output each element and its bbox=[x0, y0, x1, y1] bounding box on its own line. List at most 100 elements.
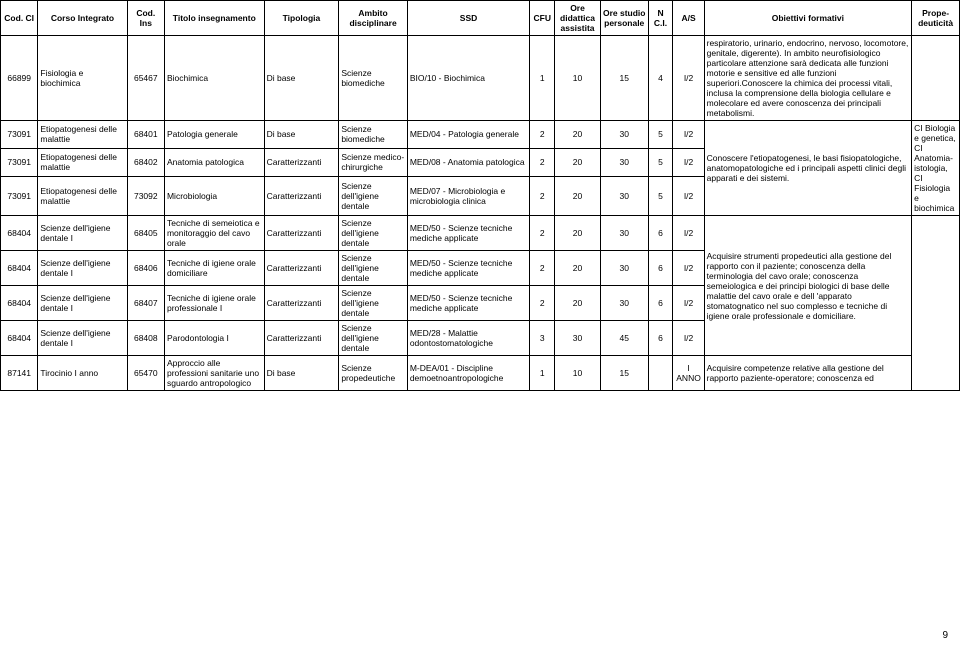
cell: Scienze dell'igiene dentale I bbox=[38, 216, 127, 251]
cell: Scienze propedeutiche bbox=[339, 356, 408, 391]
col-nci: N C.I. bbox=[648, 1, 673, 36]
cell: I/2 bbox=[673, 286, 704, 321]
header-row: Cod. CI Corso Integrato Cod. Ins Titolo … bbox=[1, 1, 960, 36]
cell: 68402 bbox=[127, 148, 164, 176]
cell: 68401 bbox=[127, 121, 164, 149]
cell: 68408 bbox=[127, 321, 164, 356]
cell: Etiopatogenesi delle malattie bbox=[38, 176, 127, 215]
cell: Scienze dell'igiene dentale bbox=[339, 216, 408, 251]
cell: I/2 bbox=[673, 251, 704, 286]
cell: Tecniche di igiene orale professionale I bbox=[164, 286, 264, 321]
cell: Scienze biomediche bbox=[339, 121, 408, 149]
cell: Microbiologia bbox=[164, 176, 264, 215]
cell: MED/50 - Scienze tecniche mediche applic… bbox=[407, 286, 529, 321]
cell: 2 bbox=[530, 121, 555, 149]
cell: 15 bbox=[600, 356, 648, 391]
cell: Di base bbox=[264, 36, 339, 121]
cell: I/2 bbox=[673, 321, 704, 356]
col-ssd: SSD bbox=[407, 1, 529, 36]
cell: 30 bbox=[600, 121, 648, 149]
cell: Scienze dell'igiene dentale bbox=[339, 286, 408, 321]
cell: 65467 bbox=[127, 36, 164, 121]
cell: respiratorio, urinario, endocrino, nervo… bbox=[704, 36, 912, 121]
cell: I ANNO bbox=[673, 356, 704, 391]
cell: 6 bbox=[648, 216, 673, 251]
cell: 4 bbox=[648, 36, 673, 121]
cell: 30 bbox=[600, 176, 648, 215]
col-cod-ci: Cod. CI bbox=[1, 1, 38, 36]
cell: 30 bbox=[555, 321, 601, 356]
cell-merged-objectives: Conoscere l'etiopatogenesi, le basi fisi… bbox=[704, 121, 912, 216]
col-prope: Prope-deuticità bbox=[912, 1, 960, 36]
cell: MED/50 - Scienze tecniche mediche applic… bbox=[407, 251, 529, 286]
cell: Acquisire competenze relative alla gesti… bbox=[704, 356, 912, 391]
cell: Scienze dell'igiene dentale I bbox=[38, 321, 127, 356]
cell: MED/08 - Anatomia patologica bbox=[407, 148, 529, 176]
cell: 2 bbox=[530, 148, 555, 176]
table-row: 87141 Tirocinio I anno 65470 Approccio a… bbox=[1, 356, 960, 391]
col-ore-stud: Ore studio personale bbox=[600, 1, 648, 36]
col-ambito: Ambito disciplinare bbox=[339, 1, 408, 36]
cell: Tecniche di igiene orale domiciliare bbox=[164, 251, 264, 286]
cell: Scienze medico-chirurgiche bbox=[339, 148, 408, 176]
table-row: 66899 Fisiologia e biochimica 65467 Bioc… bbox=[1, 36, 960, 121]
cell: 2 bbox=[530, 286, 555, 321]
cell: Caratterizzanti bbox=[264, 148, 339, 176]
cell: 30 bbox=[600, 216, 648, 251]
col-cfu: CFU bbox=[530, 1, 555, 36]
cell: 66899 bbox=[1, 36, 38, 121]
col-corso: Corso Integrato bbox=[38, 1, 127, 36]
cell: 87141 bbox=[1, 356, 38, 391]
cell: Scienze dell'igiene dentale bbox=[339, 176, 408, 215]
cell: 1 bbox=[530, 356, 555, 391]
cell: Di base bbox=[264, 356, 339, 391]
cell: 68406 bbox=[127, 251, 164, 286]
cell: MED/07 - Microbiologia e microbiologia c… bbox=[407, 176, 529, 215]
cell: Scienze dell'igiene dentale I bbox=[38, 286, 127, 321]
cell: Parodontologia I bbox=[164, 321, 264, 356]
cell: 3 bbox=[530, 321, 555, 356]
cell: 68404 bbox=[1, 286, 38, 321]
cell: 5 bbox=[648, 176, 673, 215]
cell: I/2 bbox=[673, 216, 704, 251]
cell: I/2 bbox=[673, 176, 704, 215]
cell: 73091 bbox=[1, 176, 38, 215]
cell: Anatomia patologica bbox=[164, 148, 264, 176]
cell: 6 bbox=[648, 251, 673, 286]
cell: 5 bbox=[648, 121, 673, 149]
cell: Etiopatogenesi delle malattie bbox=[38, 121, 127, 149]
cell: 30 bbox=[600, 286, 648, 321]
cell: Fisiologia e biochimica bbox=[38, 36, 127, 121]
cell: Tecniche di semeiotica e monitoraggio de… bbox=[164, 216, 264, 251]
col-ore-did: Ore didattica assistita bbox=[555, 1, 601, 36]
cell: Etiopatogenesi delle malattie bbox=[38, 148, 127, 176]
cell: Caratterizzanti bbox=[264, 216, 339, 251]
cell: MED/28 - Malattie odontostomatologiche bbox=[407, 321, 529, 356]
page-number: 9 bbox=[942, 630, 948, 641]
cell: 20 bbox=[555, 216, 601, 251]
cell: 20 bbox=[555, 286, 601, 321]
cell: 20 bbox=[555, 251, 601, 286]
cell: 10 bbox=[555, 36, 601, 121]
cell: 45 bbox=[600, 321, 648, 356]
cell: 1 bbox=[530, 36, 555, 121]
cell: MED/04 - Patologia generale bbox=[407, 121, 529, 149]
cell: Scienze biomediche bbox=[339, 36, 408, 121]
col-as: A/S bbox=[673, 1, 704, 36]
cell: Caratterizzanti bbox=[264, 321, 339, 356]
cell: 20 bbox=[555, 176, 601, 215]
cell-merged-prope: CI Biologia e genetica, CI Anatomia-isto… bbox=[912, 121, 960, 216]
cell: 68404 bbox=[1, 216, 38, 251]
cell: I/2 bbox=[673, 121, 704, 149]
cell: Scienze dell'igiene dentale bbox=[339, 251, 408, 286]
cell: Di base bbox=[264, 121, 339, 149]
cell: Scienze dell'igiene dentale I bbox=[38, 251, 127, 286]
cell: Patologia generale bbox=[164, 121, 264, 149]
curriculum-table: Cod. CI Corso Integrato Cod. Ins Titolo … bbox=[0, 0, 960, 391]
cell: 68407 bbox=[127, 286, 164, 321]
cell: 73092 bbox=[127, 176, 164, 215]
table-row: 73091 Etiopatogenesi delle malattie 6840… bbox=[1, 121, 960, 149]
cell: 6 bbox=[648, 286, 673, 321]
cell: Scienze dell'igiene dentale bbox=[339, 321, 408, 356]
cell: Tirocinio I anno bbox=[38, 356, 127, 391]
